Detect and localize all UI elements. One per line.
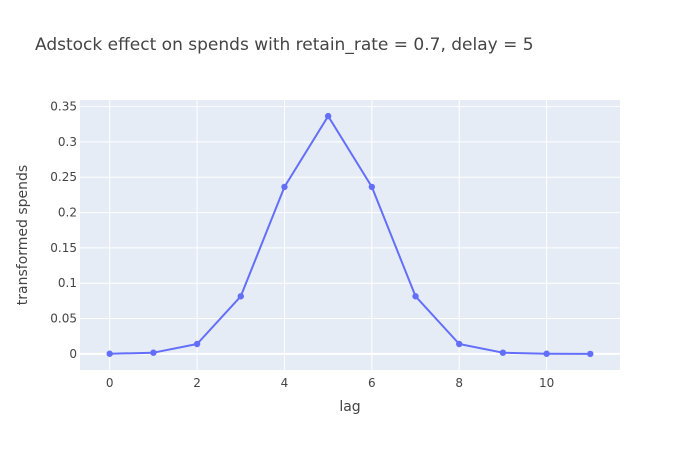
data-point (587, 350, 594, 358)
x-tick-label: 8 (455, 376, 463, 390)
series-markers (106, 112, 594, 358)
x-axis-title: lag (339, 399, 360, 415)
x-tick-label: 2 (193, 376, 201, 390)
y-gridlines (80, 106, 620, 355)
x-gridlines (109, 100, 548, 370)
y-axis-title: transformed spends (15, 165, 31, 305)
data-point (237, 293, 244, 300)
y-tick-label: 0.2 (58, 206, 77, 220)
y-tick-labels: 0 0.05 0.1 0.15 0.2 0.25 0.3 0.35 (50, 100, 77, 361)
y-tick-label: 0.25 (50, 170, 77, 184)
x-tick-labels: 0 2 4 6 8 10 (106, 376, 554, 390)
data-point (456, 340, 463, 348)
data-point (193, 340, 201, 348)
data-point (324, 112, 332, 120)
y-tick-label: 0.3 (58, 135, 77, 149)
data-point (543, 350, 550, 357)
chart-title: Adstock effect on spends with retain_rat… (35, 35, 534, 55)
y-tick-label: 0.1 (58, 276, 77, 290)
data-point (412, 293, 419, 300)
y-tick-label: 0.05 (50, 312, 77, 326)
data-point (150, 349, 157, 356)
y-tick-label: 0.15 (50, 241, 77, 255)
y-tick-label: 0 (69, 347, 77, 361)
data-point (281, 183, 288, 191)
data-point (106, 350, 113, 357)
series-line (109, 115, 591, 355)
x-tick-label: 6 (368, 376, 376, 390)
plot-background (80, 100, 620, 370)
x-tick-label: 4 (281, 376, 289, 390)
data-point (499, 349, 507, 356)
x-tick-label: 0 (106, 376, 114, 390)
y-tick-label: 0.35 (50, 100, 77, 114)
x-tick-label: 10 (539, 376, 554, 390)
data-point (368, 183, 376, 191)
